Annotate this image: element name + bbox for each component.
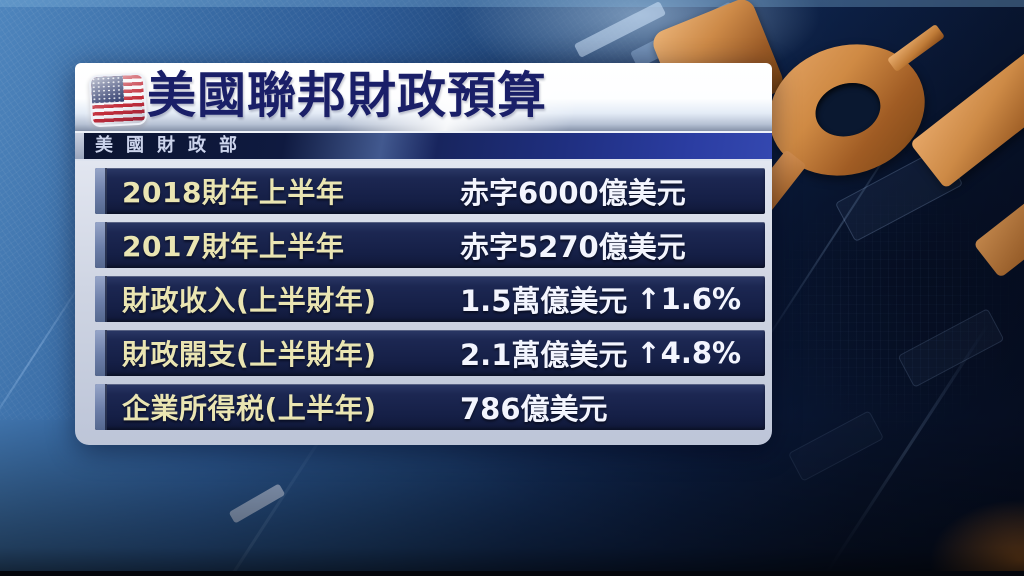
row-accent-bar — [95, 168, 107, 214]
flag-gloss — [90, 74, 146, 126]
row-label: 2018財年上半年 — [122, 176, 345, 209]
table-row: 2018財年上半年 赤字6000億美元 — [95, 168, 765, 214]
table-row: 2017財年上半年 赤字5270億美元 — [95, 222, 765, 268]
row-change: ↑1.6% — [636, 282, 742, 316]
subtitle-bar: 美國財政部 — [75, 131, 772, 161]
row-accent-bar — [95, 384, 107, 430]
row-value: 赤字5270億美元 — [460, 230, 686, 264]
table-row: 企業所得税(上半年) 786億美元 — [95, 384, 765, 430]
row-label: 財政開支(上半財年) — [122, 338, 377, 371]
data-table: 2018財年上半年 赤字6000億美元 2017財年上半年 赤字5270億美元 … — [75, 161, 772, 445]
info-panel: 美國聯邦財政預算 美國財政部 2018財年上半年 赤字6000億美元 2017財… — [75, 63, 772, 445]
row-label: 企業所得税(上半年) — [122, 392, 377, 425]
table-row: 財政收入(上半財年) 1.5萬億美元 ↑1.6% — [95, 276, 765, 322]
table-row: 財政開支(上半財年) 2.1萬億美元 ↑4.8% — [95, 330, 765, 376]
row-accent-bar — [95, 330, 107, 376]
title-bar: 美國聯邦財政預算 — [75, 63, 772, 131]
row-value: 1.5萬億美元 — [460, 284, 628, 318]
page-title: 美國聯邦財政預算 — [147, 67, 548, 124]
row-accent-bar — [95, 222, 107, 268]
row-value: 786億美元 — [460, 392, 608, 426]
row-label: 財政收入(上半財年) — [122, 284, 377, 317]
source-label: 美國財政部 — [95, 135, 250, 156]
us-flag-icon — [88, 72, 148, 128]
row-change: ↑4.8% — [636, 336, 742, 370]
row-label: 2017財年上半年 — [122, 230, 345, 263]
row-value: 赤字6000億美元 — [460, 176, 686, 210]
subtitle-accent-bar — [75, 133, 84, 159]
bottom-black-strip — [0, 571, 1024, 576]
row-value: 2.1萬億美元 — [460, 338, 628, 372]
row-accent-bar — [95, 276, 107, 322]
